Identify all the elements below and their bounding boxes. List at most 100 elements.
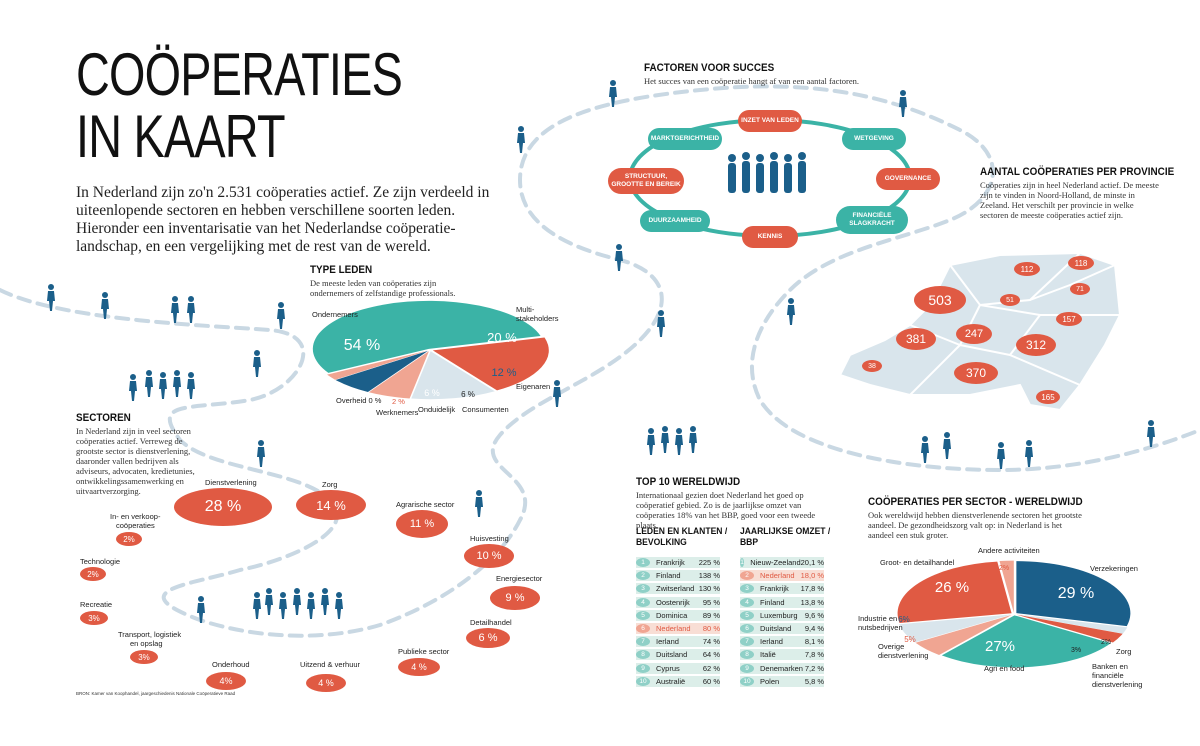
top10-row: 8 Italië 7,8 % — [740, 648, 824, 661]
intro-text: In Nederland zijn zo'n 2.531 coöperaties… — [76, 184, 490, 255]
pie-slice-multi-stakeholders — [432, 337, 549, 391]
top10-country: Zwitserland — [656, 584, 695, 594]
top10-rank: 8 — [636, 650, 650, 660]
top10-row-bg — [740, 675, 824, 687]
factor-structuur-2: GROOTTE EN BEREIK — [611, 181, 681, 188]
top10-country: Frankrijk — [656, 558, 685, 567]
top10-rank: 1 — [636, 558, 650, 567]
top10-rank: 6 — [740, 624, 754, 633]
top10-col1-title: LEDEN EN KLANTEN / BEVOLKING — [636, 526, 727, 548]
top10-row-bg — [636, 570, 720, 582]
wlbl-bank-3: dienstverlening — [1092, 680, 1143, 689]
top10-country: Finland — [760, 597, 785, 607]
top10-row-bg — [740, 583, 824, 595]
top10-country: Nederland — [656, 624, 691, 633]
top10-rank: 2 — [636, 571, 650, 581]
top10-country: Nederland — [760, 571, 795, 581]
top10-value: 17,8 % — [800, 584, 824, 594]
top10-rank: 10 — [636, 676, 650, 686]
top10-country: Nieuw-Zeeland — [750, 558, 801, 567]
top10-country: Luxemburg — [760, 610, 798, 620]
prov-zuid-holland: 381 — [896, 328, 936, 350]
factor-kennis: KENNIS — [742, 226, 798, 248]
lbl-ondernemers: Ondernemers — [312, 310, 358, 319]
lbl-consumenten: Consumenten — [462, 405, 509, 414]
pie-slice-groot-en-detailhandel — [897, 561, 1012, 623]
lbl-multi-2: stakeholders — [516, 314, 559, 323]
title-line-2: IN KAART — [76, 103, 286, 170]
top10-row: 6 Duitsland 9,4 % — [740, 622, 824, 635]
top10-rank: 5 — [636, 610, 650, 620]
factor-structuur-1: STRUCTUUR, — [624, 173, 668, 180]
top10-row-bg — [740, 662, 824, 674]
factor-wet: WETGEVING — [842, 128, 906, 150]
top10-rank: 3 — [740, 584, 754, 594]
lbl-overheid: Overheid 0 % — [336, 396, 381, 405]
factor-governance: GOVERNANCE — [876, 168, 940, 190]
lbl-publiek: Publieke sector — [398, 647, 450, 656]
top10-col2-title-2: BBP — [740, 537, 759, 548]
pie-label-ondernemers-val: 54 % — [344, 337, 380, 354]
wereld-pie: 29 % 27% 26 % 6% 5% 3% 2% 2% — [897, 560, 1131, 668]
factor-markt: MARKTGERICHTHEID — [648, 128, 722, 150]
wereld-val-overig: 5% — [904, 635, 916, 644]
top10-rank: 9 — [636, 663, 650, 673]
top10-value: 9,6 % — [804, 610, 824, 620]
factor-structuur: STRUCTUUR, GROOTTE EN BEREIK — [608, 168, 684, 194]
pie-slice-andere-activiteiten — [999, 560, 1014, 613]
top10-country: Duitsland — [656, 650, 688, 660]
top10-value: 7,8 % — [804, 650, 824, 660]
pie-slice-ondernemers — [312, 300, 541, 373]
provincie-desc: Coöperaties zijn in heel Nederland actie… — [980, 180, 1159, 220]
top10-country: Australië — [656, 676, 686, 686]
type-leden-desc: De meeste leden van coöperaties zijn ond… — [310, 278, 456, 298]
oval-energie: 9 % — [490, 586, 540, 610]
top10-row-bg — [636, 609, 720, 621]
top10-row: 5 Dominica 89 % — [636, 609, 720, 622]
prov-limburg: 165 — [1036, 390, 1060, 404]
factoren-desc: Het succes van een coöperatie hangt af v… — [644, 76, 859, 86]
wlbl-agri: Agri en food — [984, 664, 1025, 673]
lbl-overheid-name: Overheid — [336, 396, 367, 405]
top10-country: Denemarken — [760, 663, 803, 673]
prov-drenthe: 71 — [1070, 283, 1090, 295]
oval-uitzend: 4 % — [306, 674, 346, 692]
lbl-dienstverlening: Dienstverlening — [205, 478, 257, 487]
lbl-zorg: Zorg — [322, 480, 338, 489]
top10-value: 80 % — [702, 624, 720, 633]
pie-slice-agri-en-food — [941, 615, 1111, 668]
top10-value: 225 % — [698, 558, 720, 567]
oval-huisvesting: 10 % — [464, 544, 514, 568]
prov-zeeland: 38 — [862, 360, 882, 372]
top10-row-bg — [740, 570, 824, 582]
factor-financieel: FINANCIËLE SLAGKRACHT — [836, 206, 908, 234]
top10-rank: 5 — [740, 610, 754, 620]
lbl-werknemers-val: 2 % — [392, 397, 405, 406]
top10-rank: 8 — [740, 650, 754, 660]
top10-row: 1 Nieuw-Zeeland 20,1 % — [740, 556, 824, 569]
top10-row-bg — [636, 583, 720, 595]
top10-value: 74 % — [702, 637, 720, 647]
type-leden-title: TYPE LEDEN — [310, 264, 373, 276]
wereld-val-agri: 27% — [985, 638, 1015, 655]
top10-value: 5,8 % — [804, 676, 824, 686]
prov-groningen: 118 — [1068, 256, 1094, 270]
top10-row-bg — [636, 623, 720, 634]
top10-country: Cyprus — [656, 663, 680, 673]
top10-country: Finland — [656, 571, 681, 581]
factor-inzet: INZET VAN LEDEN — [738, 110, 802, 132]
lbl-agrarisch: Agrarische sector — [396, 500, 455, 509]
pie-slice-banken-en-financi-le-dienstverlening — [1016, 614, 1123, 643]
pie-label-onduidelijk-val: 6 % — [424, 388, 440, 398]
top10-row: 10 Polen 5,8 % — [740, 675, 824, 688]
top10-country: Duitsland — [760, 624, 792, 633]
top10-value: 89 % — [702, 610, 720, 620]
wlbl-bank-2: financiële — [1092, 671, 1124, 680]
top10-country: Oostenrijk — [656, 597, 690, 607]
top10-value: 60 % — [702, 676, 720, 686]
factor-duurzaamheid: DUURZAAMHEID — [640, 210, 710, 232]
top10-rank: 10 — [740, 676, 754, 686]
prov-noord-holland: 503 — [914, 286, 966, 314]
